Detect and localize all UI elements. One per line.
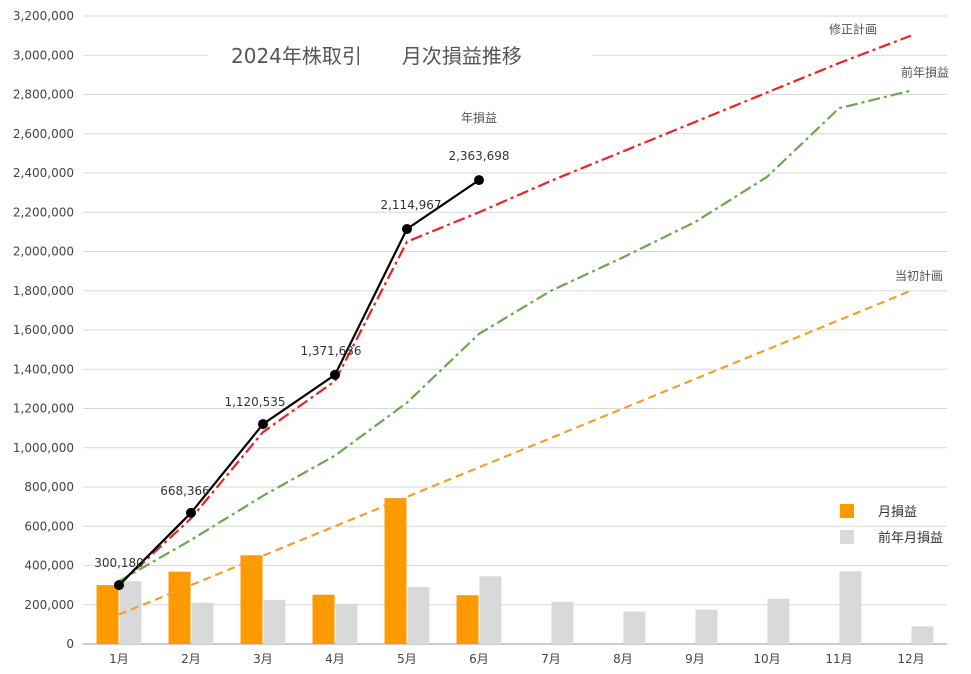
line-marker [402, 223, 412, 234]
bar-prev-monthly [767, 598, 790, 644]
y-tick-label: 1,600,000 [13, 323, 74, 337]
line-marker [258, 419, 268, 430]
bar-monthly [96, 585, 119, 644]
bars [96, 498, 934, 644]
bar-monthly [312, 594, 335, 644]
series-label: 前年損益 [901, 65, 949, 80]
legend-swatch [840, 504, 854, 518]
y-tick-label: 3,200,000 [13, 9, 74, 23]
data-label: 668,366 [160, 484, 210, 498]
title-group: 2024年株取引 月次損益推移 [208, 38, 592, 72]
bar-prev-monthly [263, 599, 286, 644]
x-tick-label: 6月 [469, 652, 489, 666]
line-修正計画 [118, 34, 912, 586]
bar-monthly [240, 555, 263, 644]
x-tick-label: 5月 [397, 652, 417, 666]
y-tick-label: 800,000 [24, 480, 74, 494]
data-label: 300,180 [94, 556, 144, 570]
x-tick-label: 10月 [753, 652, 780, 666]
line-年損益 [118, 179, 480, 586]
y-axis-ticks: 0 200,000 400,000 600,000 800,000 1,000,000 1,… [13, 9, 74, 651]
chart-title: 2024年株取引 月次損益推移 [231, 44, 522, 68]
bar-prev-monthly [479, 576, 502, 644]
x-tick-label: 1月 [109, 652, 129, 666]
x-tick-label: 3月 [253, 652, 273, 666]
bar-prev-monthly [623, 611, 646, 644]
y-tick-label: 2,000,000 [13, 245, 74, 259]
bar-prev-monthly [407, 587, 430, 644]
y-tick-label: 1,200,000 [13, 402, 74, 416]
bar-monthly [168, 571, 191, 644]
y-tick-label: 200,000 [24, 598, 74, 612]
y-tick-label: 1,800,000 [13, 284, 74, 298]
series-label: 年損益 [461, 110, 497, 125]
x-axis-ticks: 1月 2月 3月 4月 5月 6月 7月 8月 9月 10月 11月 12月 [109, 652, 924, 666]
bar-prev-monthly [335, 603, 358, 644]
y-tick-label: 2,800,000 [13, 88, 74, 102]
bar-prev-monthly [695, 609, 718, 644]
legend-label: 前年月損益 [878, 530, 943, 546]
bar-monthly [384, 498, 407, 644]
data-label: 1,371,636 [300, 344, 361, 358]
y-tick-label: 400,000 [24, 559, 74, 573]
x-tick-label: 2月 [181, 652, 201, 666]
x-tick-label: 12月 [897, 652, 924, 666]
legend-swatch [840, 530, 854, 544]
legend-label: 月損益 [878, 505, 917, 520]
series-label: 修正計画 [829, 22, 877, 37]
gridlines [83, 15, 947, 645]
bar-prev-monthly [191, 602, 214, 644]
x-tick-label: 9月 [685, 652, 705, 666]
y-tick-label: 2,600,000 [13, 127, 74, 141]
x-tick-label: 11月 [825, 652, 852, 666]
title-background [208, 38, 592, 72]
bar-prev-monthly [551, 601, 574, 644]
bar-prev-monthly [911, 626, 934, 644]
bar-prev-monthly [119, 581, 142, 644]
line-marker [474, 175, 484, 186]
line-marker [114, 580, 124, 591]
y-tick-label: 2,200,000 [13, 205, 74, 219]
y-tick-label: 1,400,000 [13, 362, 74, 376]
bar-monthly [456, 595, 479, 644]
line-marker [330, 369, 340, 380]
data-label: 2,363,698 [448, 149, 509, 163]
bar-prev-monthly [839, 571, 862, 644]
x-tick-label: 8月 [613, 652, 633, 666]
data-labels: 300,180 668,366 1,120,535 1,371,636 2,114,96… [94, 22, 949, 570]
y-tick-label: 3,000,000 [13, 48, 74, 62]
y-tick-label: 2,400,000 [13, 166, 74, 180]
x-tick-label: 4月 [325, 652, 345, 666]
line-前年損益 [118, 89, 912, 583]
data-label: 2,114,967 [380, 198, 441, 212]
y-tick-label: 0 [66, 637, 74, 651]
y-tick-label: 1,000,000 [13, 441, 74, 455]
x-tick-label: 7月 [541, 652, 561, 666]
line-marker [186, 507, 196, 518]
markers [114, 175, 484, 591]
y-tick-label: 600,000 [24, 519, 74, 533]
data-label: 1,120,535 [224, 395, 285, 409]
lines [118, 34, 912, 616]
series-label: 当初計画 [895, 268, 943, 283]
